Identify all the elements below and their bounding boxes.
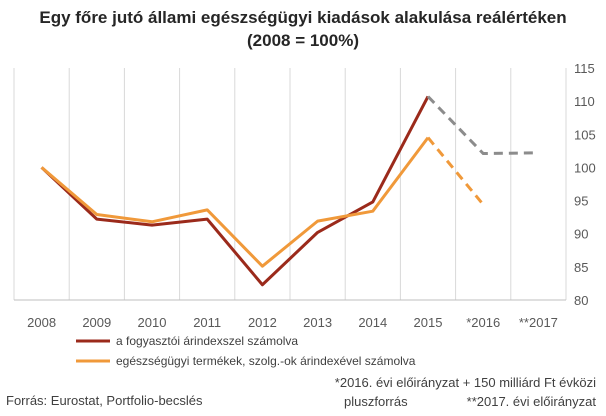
x-tick-label: 2009 — [82, 315, 111, 330]
y-tick-label: 90 — [574, 227, 588, 242]
source-note: Forrás: Eurostat, Portfolio-becslés — [6, 393, 203, 408]
x-tick-label: 2014 — [358, 315, 387, 330]
y-tick-label: 105 — [574, 127, 596, 142]
x-tick-label: **2017 — [519, 315, 558, 330]
legend-label-1: a fogyasztói árindexszel számolva — [116, 334, 298, 348]
y-tick-label: 110 — [574, 94, 595, 109]
series-line-2 — [40, 136, 430, 268]
x-tick-label: 2011 — [193, 315, 221, 330]
x-tick-label: 2013 — [303, 315, 332, 330]
x-tick-label: 2008 — [27, 315, 56, 330]
footnote-2017: **2017. évi előirányzat — [466, 394, 596, 409]
x-tick-label: 2010 — [138, 315, 167, 330]
y-tick-label: 115 — [574, 61, 595, 76]
chart-title-line2: (2008 = 100%) — [247, 31, 359, 50]
series-line-1 — [40, 95, 430, 287]
x-tick-label: *2016 — [466, 315, 500, 330]
y-tick-label: 85 — [574, 260, 588, 275]
x-tick-label: 2012 — [248, 315, 277, 330]
y-tick-label: 80 — [574, 293, 588, 308]
chart-title-line1: Egy főre jutó állami egészségügyi kiadás… — [39, 8, 567, 27]
y-tick-label: 100 — [574, 160, 596, 175]
x-tick-label: 2015 — [414, 315, 443, 330]
footnote-2016-line1: *2016. évi előirányzat + 150 milliárd Ft… — [334, 375, 596, 390]
y-tick-label: 95 — [574, 194, 588, 209]
series-forecast-line-1 — [426, 95, 539, 156]
footnote-2016-line2: pluszforrás — [344, 394, 408, 409]
legend-label-2: egészségügyi termékek, szolg.-ok árindex… — [116, 354, 416, 368]
chart-title: Egy főre jutó állami egészségügyi kiadás… — [0, 6, 606, 52]
